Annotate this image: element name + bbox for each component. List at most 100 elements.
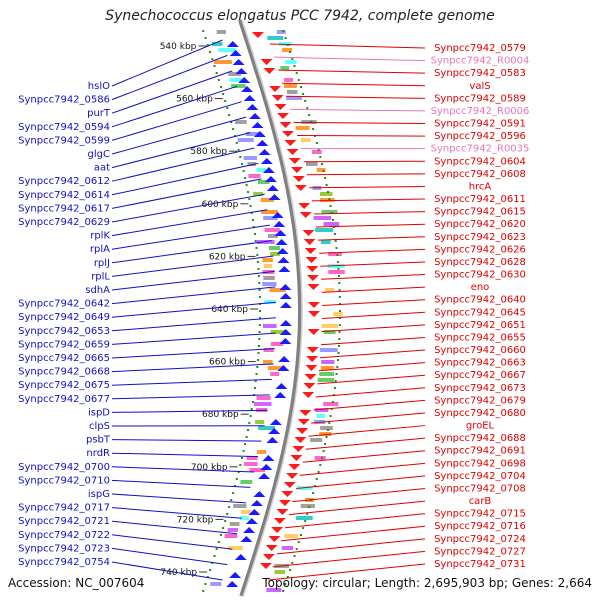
reverse-gene-arrow	[302, 230, 315, 236]
feature-block	[249, 468, 266, 472]
left-gene-label: Synpcc7942_0668	[18, 367, 110, 378]
feature-block	[263, 348, 274, 352]
forward-gene-arrow	[232, 59, 245, 65]
left-gene-label: Synpcc7942_0717	[18, 503, 110, 514]
right-gene-label: Synpcc7942_0691	[434, 446, 526, 457]
forward-gene-arrow	[249, 113, 261, 119]
left-leader-line	[111, 147, 255, 182]
tick-dot	[315, 142, 318, 144]
right-leader-line	[284, 513, 426, 529]
reverse-gene-arrow	[303, 239, 316, 245]
feature-block	[218, 48, 236, 52]
right-gene-label: Synpcc7942_R0035	[431, 144, 530, 155]
right-gene-label: Synpcc7942_0724	[434, 534, 526, 545]
right-leader-line	[296, 475, 426, 489]
forward-gene-arrow	[235, 68, 248, 74]
left-leader-line	[111, 270, 275, 291]
tick-dot	[213, 65, 216, 67]
forward-gene-arrow	[238, 77, 251, 83]
right-gene-label: Synpcc7942_0596	[434, 131, 526, 142]
feature-block	[212, 42, 223, 46]
left-gene-label: Synpcc7942_0723	[18, 543, 110, 554]
feature-block	[254, 402, 272, 406]
tick-dot	[215, 548, 218, 550]
feature-block	[214, 60, 232, 64]
tick-dot	[336, 359, 339, 361]
feature-block	[266, 588, 282, 592]
tick-dot	[209, 51, 211, 53]
reverse-gene-arrow	[251, 32, 264, 38]
forward-gene-arrow	[240, 536, 253, 542]
feature-block	[263, 360, 273, 364]
feature-block	[315, 228, 334, 232]
reverse-gene-arrow	[279, 122, 292, 128]
left-gene-label: Synpcc7942_0754	[18, 557, 110, 568]
tick-dot	[235, 142, 238, 144]
feature-block	[286, 96, 302, 100]
forward-gene-arrow	[266, 437, 279, 443]
scale-label: 580 kbp	[190, 147, 227, 157]
scale-label: 600 kbp	[202, 200, 239, 210]
right-gene-label: Synpcc7942_0679	[434, 395, 526, 406]
right-leader-line	[297, 135, 426, 137]
reverse-gene-arrow	[292, 176, 305, 182]
right-gene-label: Synpcc7942_0673	[434, 383, 526, 394]
left-leader-line	[111, 409, 268, 413]
feature-block	[276, 30, 286, 34]
left-leader-line	[111, 466, 255, 473]
forward-gene-arrow	[243, 95, 256, 101]
forward-gene-arrow	[279, 302, 292, 308]
right-gene-label: Synpcc7942_0704	[434, 471, 526, 482]
feature-block	[216, 30, 226, 34]
tick-dot	[300, 534, 302, 536]
tick-dot	[254, 380, 257, 382]
right-gene-label: Synpcc7942_0608	[434, 169, 526, 180]
tick-dot	[327, 429, 329, 431]
tick-dot	[338, 331, 341, 333]
tick-dot	[258, 338, 261, 340]
forward-gene-arrow	[229, 572, 242, 578]
tick-dot	[314, 485, 316, 487]
feature-block	[319, 432, 332, 436]
reverse-gene-arrow	[307, 302, 320, 308]
left-gene-label: clpS	[89, 421, 110, 432]
forward-gene-arrow	[268, 194, 281, 200]
feature-block	[235, 120, 247, 124]
feature-block	[315, 408, 329, 412]
right-gene-label: Synpcc7942_0655	[434, 332, 526, 343]
feature-block	[284, 534, 298, 538]
tick-dot	[282, 30, 285, 32]
feature-block	[253, 192, 264, 196]
tick-dot	[286, 576, 289, 578]
right-gene-label: Synpcc7942_0645	[434, 307, 526, 318]
tick-dot	[257, 275, 260, 277]
left-leader-line	[111, 70, 233, 114]
left-leader-line	[111, 39, 223, 87]
tick-dot	[337, 345, 340, 347]
tick-dot	[293, 65, 296, 67]
tick-dot	[242, 450, 245, 452]
feature-block	[262, 282, 277, 286]
right-gene-label: Synpcc7942_0663	[434, 358, 526, 369]
tick-dot	[220, 86, 222, 88]
tick-dot	[257, 352, 260, 354]
tick-dot	[228, 114, 231, 116]
tick-dot	[324, 443, 327, 445]
feature-block	[286, 90, 298, 94]
left-gene-label: Synpcc7942_0700	[18, 462, 110, 473]
forward-gene-arrow	[278, 266, 291, 272]
feature-block	[280, 66, 290, 70]
right-gene-label: Synpcc7942_0708	[434, 483, 526, 494]
feature-block	[257, 450, 266, 454]
left-gene-label: Synpcc7942_0665	[18, 353, 110, 364]
reverse-gene-arrow	[284, 140, 297, 146]
tick-dot	[304, 520, 307, 522]
tick-dot	[217, 79, 220, 81]
tick-dot	[237, 471, 240, 473]
forward-gene-arrow	[241, 86, 253, 92]
left-leader-line	[111, 493, 247, 504]
tick-dot	[331, 219, 334, 221]
right-gene-label: Synpcc7942_0615	[434, 207, 526, 218]
left-leader-line	[111, 54, 228, 101]
